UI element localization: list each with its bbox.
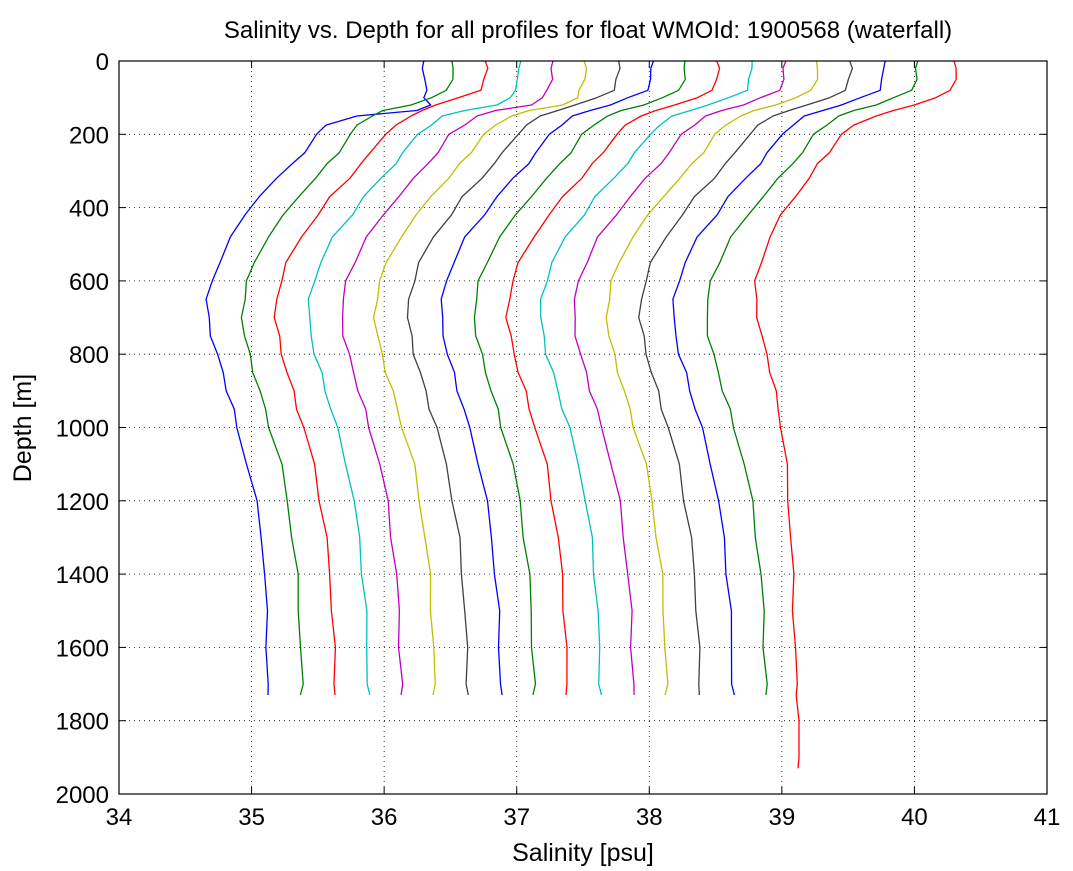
tick-labels: 34 35 36 37 38 39 40 41 0 200 400 600 800 1000 1200 140… — [56, 49, 1061, 831]
x-tick-label: 39 — [769, 804, 796, 831]
y-axis-label: Depth [m] — [9, 374, 37, 482]
x-tick-label: 41 — [1034, 804, 1061, 831]
profile-line-4 — [307, 60, 522, 696]
profile-line-2 — [240, 60, 454, 696]
profile-line-15 — [672, 60, 886, 696]
x-tick-label: 36 — [371, 804, 398, 831]
profile-line-11 — [539, 60, 753, 696]
profile-line-10 — [505, 60, 721, 696]
x-tick-label: 38 — [636, 804, 663, 831]
y-tick-label: 2000 — [56, 782, 109, 809]
profile-line-5 — [341, 60, 554, 696]
profile-line-7 — [406, 60, 621, 696]
profile-line-16 — [706, 60, 919, 696]
profile-line-17 — [753, 60, 957, 769]
y-tick-label: 1400 — [56, 562, 109, 589]
profile-line-12 — [573, 60, 787, 696]
axis-ticks — [118, 60, 1048, 795]
x-tick-label: 37 — [503, 804, 530, 831]
x-axis-label: Salinity [psu] — [512, 839, 654, 867]
chart-title: Salinity vs. Depth for all profiles for … — [224, 17, 952, 44]
y-tick-label: 1200 — [56, 489, 109, 516]
profile-line-8 — [440, 60, 655, 696]
x-tick-label: 40 — [901, 804, 928, 831]
y-tick-label: 400 — [69, 196, 109, 223]
y-tick-label: 800 — [69, 342, 109, 369]
x-tick-label: 35 — [238, 804, 265, 831]
profile-line-13 — [605, 60, 819, 696]
y-tick-label: 1000 — [56, 416, 109, 443]
profile-series-group — [205, 60, 957, 769]
y-tick-label: 1600 — [56, 635, 109, 662]
y-tick-label: 600 — [69, 269, 109, 296]
y-tick-label: 200 — [69, 122, 109, 149]
y-tick-label: 1800 — [56, 709, 109, 736]
profile-line-3 — [273, 60, 489, 696]
grid-lines — [119, 61, 1047, 794]
profile-line-9 — [473, 60, 686, 696]
profile-line-14 — [638, 60, 854, 696]
y-tick-label: 0 — [96, 49, 109, 76]
plot-frame — [118, 60, 1048, 795]
profile-line-1 — [205, 60, 432, 696]
x-tick-label: 34 — [106, 804, 133, 831]
profile-line-6 — [372, 60, 588, 696]
